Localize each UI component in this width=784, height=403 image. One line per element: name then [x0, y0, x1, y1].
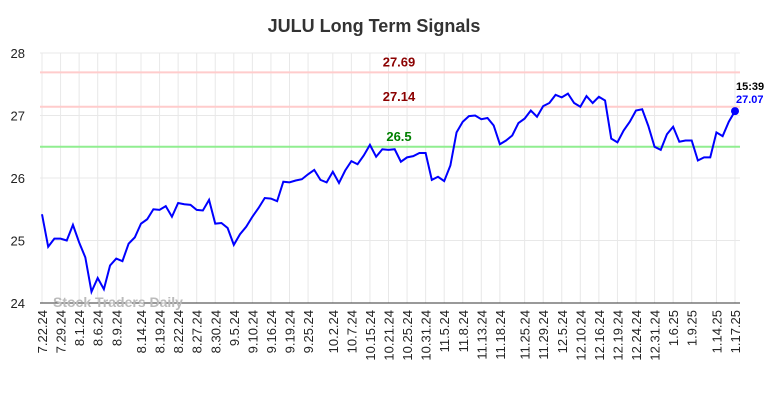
x-tick-label: 11.25.24: [518, 310, 533, 360]
y-tick-label: 28: [11, 46, 25, 61]
signal-label: 26.5: [386, 129, 411, 144]
x-tick-label: 9.5.24: [227, 310, 242, 346]
x-tick-label: 12.31.24: [648, 310, 663, 361]
y-tick-label: 26: [11, 171, 25, 186]
x-tick-label: 11.5.24: [437, 310, 452, 352]
x-tick-label: 8.1.24: [72, 310, 87, 346]
x-tick-label: 9.19.24: [283, 310, 298, 353]
signal-label: 27.14: [383, 89, 416, 104]
x-tick-label: 8.6.24: [91, 310, 106, 346]
x-tick-label: 11.13.24: [474, 310, 489, 360]
last-value: 27.07: [736, 94, 764, 106]
x-tick-label: 11.29.24: [536, 310, 551, 360]
x-tick-label: 10.21.24: [382, 310, 397, 361]
x-tick-label: 10.7.24: [344, 310, 359, 353]
x-tick-label: 1.17.25: [728, 310, 743, 353]
x-tick-label: 8.19.24: [153, 310, 168, 353]
x-tick-label: 10.15.24: [363, 310, 378, 361]
x-tick-label: 7.29.24: [54, 310, 69, 353]
x-tick-label: 1.6.25: [666, 310, 681, 346]
x-tick-label: 9.10.24: [245, 310, 260, 353]
y-tick-label: 24: [11, 296, 25, 311]
y-tick-label: 25: [11, 234, 25, 249]
x-tick-label: 12.19.24: [610, 310, 625, 361]
x-tick-label: 8.30.24: [208, 310, 223, 353]
x-tick-label: 8.14.24: [134, 310, 149, 353]
signal-label: 27.69: [383, 54, 416, 69]
price-line: [41, 92, 736, 296]
x-tick-label: 1.14.25: [709, 310, 724, 353]
y-tick-label: 27: [11, 109, 25, 124]
last-time: 15:39: [736, 81, 764, 93]
x-tick-label: 10.31.24: [419, 310, 434, 361]
x-tick-label: 12.16.24: [592, 310, 607, 361]
x-tick-label: 12.24.24: [629, 310, 644, 361]
chart-title: JULU Long Term Signals: [268, 16, 481, 36]
x-tick-label: 8.27.24: [190, 310, 205, 353]
x-tick-label: 8.22.24: [171, 310, 186, 353]
x-tick-label: 10.2.24: [326, 310, 341, 353]
x-tick-label: 1.9.25: [685, 310, 700, 346]
x-tick-label: 11.18.24: [493, 310, 508, 360]
watermark: Stock Traders Daily: [53, 294, 183, 310]
x-tick-label: 7.22.24: [35, 310, 50, 353]
x-tick-label: 11.8.24: [456, 310, 471, 352]
x-tick-label: 12.10.24: [573, 310, 588, 361]
x-tick-label: 8.9.24: [109, 310, 124, 346]
last-point: [731, 107, 739, 116]
x-tick-label: 9.25.24: [301, 310, 316, 353]
x-tick-label: 12.5.24: [555, 310, 570, 353]
x-tick-label: 9.16.24: [264, 310, 279, 353]
x-tick-label: 10.25.24: [400, 310, 415, 361]
